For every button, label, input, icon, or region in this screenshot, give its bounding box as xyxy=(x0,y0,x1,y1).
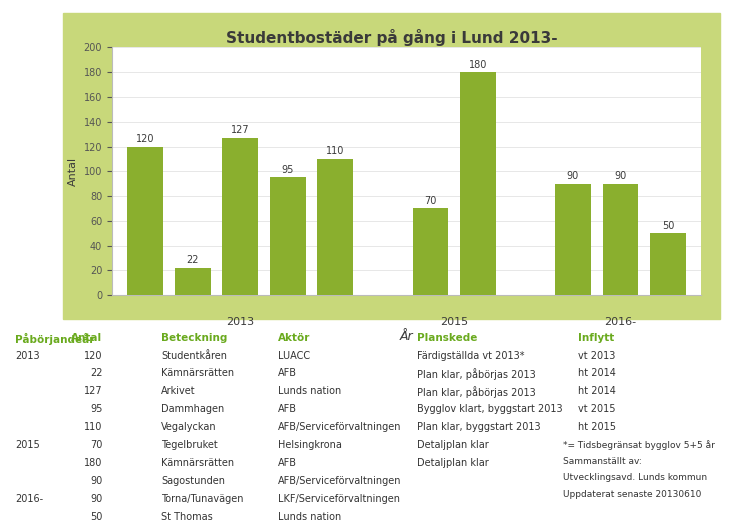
Text: 95: 95 xyxy=(281,165,294,175)
Bar xyxy=(270,178,306,295)
Text: Plan klar, påbörjas 2013: Plan klar, påbörjas 2013 xyxy=(417,368,536,380)
Text: St Thomas: St Thomas xyxy=(161,512,213,522)
Text: Inflytt: Inflytt xyxy=(577,333,614,343)
Bar xyxy=(651,233,686,295)
Text: AFB/Serviceförvaltningen: AFB/Serviceförvaltningen xyxy=(278,476,401,486)
Bar xyxy=(460,72,495,295)
Text: 95: 95 xyxy=(90,404,102,414)
Text: Lunds nation: Lunds nation xyxy=(278,512,341,522)
Bar xyxy=(603,184,639,295)
Text: vt 2015: vt 2015 xyxy=(577,404,615,414)
Text: 2016-: 2016- xyxy=(15,494,43,504)
Text: Dammhagen: Dammhagen xyxy=(161,404,225,414)
Text: 2013: 2013 xyxy=(15,350,40,360)
Text: Studentkåren: Studentkåren xyxy=(161,350,227,360)
Text: vt 2013: vt 2013 xyxy=(577,350,615,360)
Text: Påbörjandeår: Påbörjandeår xyxy=(15,333,94,345)
Text: Uppdaterat senaste 20130610: Uppdaterat senaste 20130610 xyxy=(563,490,701,499)
Text: 90: 90 xyxy=(90,494,102,504)
Text: Sammanställt av:: Sammanställt av: xyxy=(563,457,642,466)
Text: Arkivet: Arkivet xyxy=(161,386,195,396)
Text: Torna/Tunavägen: Torna/Tunavägen xyxy=(161,494,243,504)
Text: 127: 127 xyxy=(231,125,249,135)
Bar xyxy=(318,159,353,295)
Text: 110: 110 xyxy=(84,422,102,432)
Text: Detaljplan klar: Detaljplan klar xyxy=(417,440,489,450)
Bar xyxy=(222,138,258,295)
Text: Bygglov klart, byggstart 2013: Bygglov klart, byggstart 2013 xyxy=(417,404,562,414)
Text: ht 2015: ht 2015 xyxy=(577,422,615,432)
Text: AFB: AFB xyxy=(278,458,297,468)
Text: Aktör: Aktör xyxy=(278,333,310,343)
Text: Tegelbruket: Tegelbruket xyxy=(161,440,218,450)
Text: 2013: 2013 xyxy=(226,317,254,327)
Y-axis label: Antal: Antal xyxy=(68,157,78,186)
Text: 90: 90 xyxy=(567,171,579,181)
Text: AFB/Serviceförvaltningen: AFB/Serviceförvaltningen xyxy=(278,422,401,432)
Text: 120: 120 xyxy=(84,350,102,360)
Text: Kämnärsrätten: Kämnärsrätten xyxy=(161,458,234,468)
Text: 120: 120 xyxy=(136,134,154,144)
Text: 70: 70 xyxy=(90,440,102,450)
Text: LUACC: LUACC xyxy=(278,350,310,360)
Text: 90: 90 xyxy=(614,171,627,181)
Text: LKF/Serviceförvaltningen: LKF/Serviceförvaltningen xyxy=(278,494,400,504)
Text: 22: 22 xyxy=(186,256,199,266)
Text: 90: 90 xyxy=(90,476,102,486)
Text: AFB: AFB xyxy=(278,404,297,414)
Text: 2015: 2015 xyxy=(440,317,468,327)
Bar xyxy=(175,268,210,295)
Text: Antal: Antal xyxy=(72,333,102,343)
Text: 2016-: 2016- xyxy=(604,317,636,327)
Text: 2015: 2015 xyxy=(15,440,40,450)
Text: År: År xyxy=(400,330,413,343)
Text: 50: 50 xyxy=(90,512,102,522)
Text: Beteckning: Beteckning xyxy=(161,333,228,343)
Text: Plan klar, påbörjas 2013: Plan klar, påbörjas 2013 xyxy=(417,386,536,398)
Text: *= Tidsbegränsat bygglov 5+5 år: *= Tidsbegränsat bygglov 5+5 år xyxy=(563,440,715,450)
Text: Detaljplan klar: Detaljplan klar xyxy=(417,458,489,468)
Text: ht 2014: ht 2014 xyxy=(577,386,615,396)
Text: Utvecklingsavd. Lunds kommun: Utvecklingsavd. Lunds kommun xyxy=(563,473,707,482)
Bar xyxy=(128,147,163,295)
Text: AFB: AFB xyxy=(278,368,297,378)
Text: Plan klar, byggstart 2013: Plan klar, byggstart 2013 xyxy=(417,422,541,432)
Text: Studentbostäder på gång i Lund 2013-: Studentbostäder på gång i Lund 2013- xyxy=(226,29,557,46)
Text: 70: 70 xyxy=(424,196,436,206)
Text: 180: 180 xyxy=(468,60,487,70)
Text: ht 2014: ht 2014 xyxy=(577,368,615,378)
Text: 127: 127 xyxy=(84,386,102,396)
Text: Sagostunden: Sagostunden xyxy=(161,476,225,486)
Text: 110: 110 xyxy=(326,147,345,157)
Text: Planskede: Planskede xyxy=(417,333,477,343)
Text: Vegalyckan: Vegalyckan xyxy=(161,422,216,432)
Text: 22: 22 xyxy=(90,368,102,378)
Text: Kämnärsrätten: Kämnärsrätten xyxy=(161,368,234,378)
Text: Lunds nation: Lunds nation xyxy=(278,386,341,396)
Text: 180: 180 xyxy=(84,458,102,468)
Bar xyxy=(555,184,591,295)
Text: Färdigställda vt 2013*: Färdigställda vt 2013* xyxy=(417,350,524,360)
Text: Helsingkrona: Helsingkrona xyxy=(278,440,342,450)
Text: 50: 50 xyxy=(662,221,674,231)
Bar xyxy=(413,208,448,295)
